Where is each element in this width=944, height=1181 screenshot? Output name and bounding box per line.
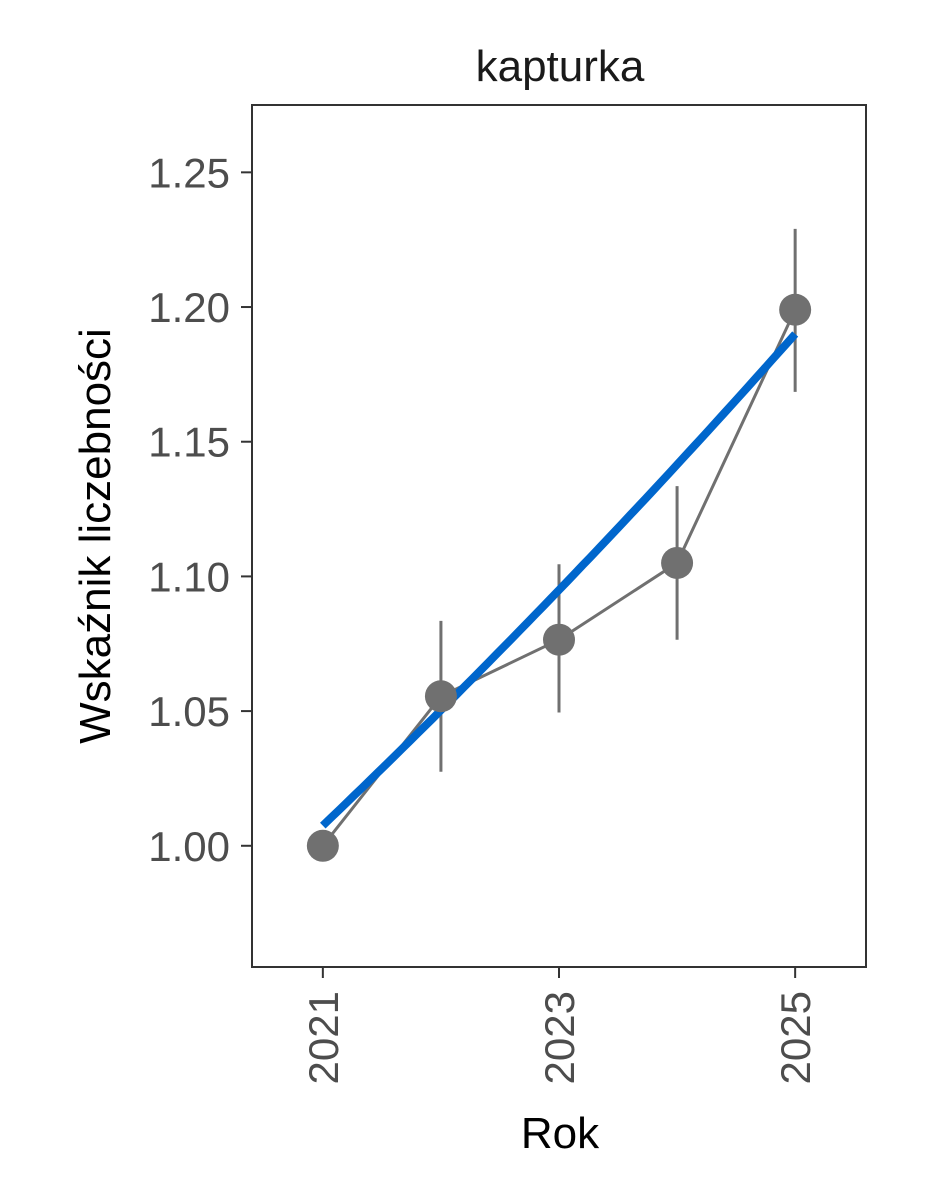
chart-title: kapturka [476,42,645,91]
x-tick-label: 2025 [772,991,819,1084]
trend-line [320,331,799,829]
data-point [779,293,812,326]
y-tick-label: 1.15 [148,419,230,466]
y-tick-label: 1.20 [148,284,230,331]
data-point [424,680,457,713]
x-tick-label: 2023 [536,991,583,1084]
y-tick-label: 1.25 [148,149,230,196]
panel-border [251,104,867,968]
y-tick-label: 1.10 [148,553,230,600]
plot-area [306,228,812,862]
y-axis-title: Wskaźnik liczebności [71,328,120,744]
data-point [306,829,339,862]
data-point [543,623,575,656]
y-tick-label: 1.00 [148,823,230,870]
y-axis: 1.00 1.05 1.10 1.15 1.20 1.25 [148,149,252,870]
y-tick-label: 1.05 [148,688,230,735]
data-point [661,546,694,579]
x-axis: 2021 2023 2025 [300,967,819,1084]
x-axis-title: Rok [521,1109,600,1158]
x-tick-label: 2021 [300,991,347,1084]
